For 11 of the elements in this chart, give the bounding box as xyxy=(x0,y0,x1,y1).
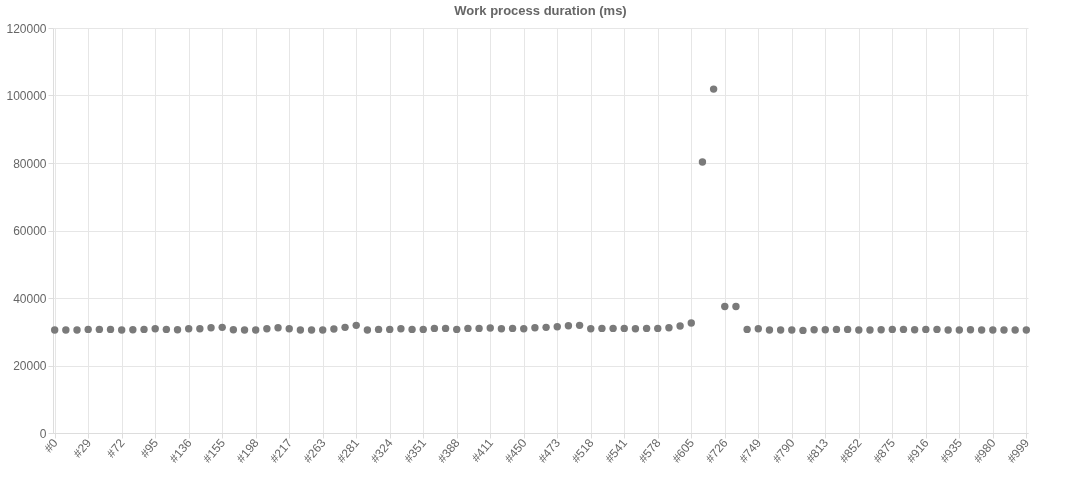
x-tick-label: #29 xyxy=(70,435,95,461)
x-tick-label: #95 xyxy=(137,435,162,461)
y-tick-label: 40000 xyxy=(13,291,47,306)
y-tick-label: 0 xyxy=(39,426,47,441)
y-tick-label: 100000 xyxy=(6,89,47,103)
x-tick-label: #72 xyxy=(103,435,128,461)
y-tick-label: 20000 xyxy=(13,359,47,373)
y-tick-label: 120000 xyxy=(6,21,47,36)
chart-title: Work process duration (ms) xyxy=(454,3,627,18)
y-tick-label: 60000 xyxy=(13,224,47,238)
y-tick-label: 80000 xyxy=(13,156,47,171)
